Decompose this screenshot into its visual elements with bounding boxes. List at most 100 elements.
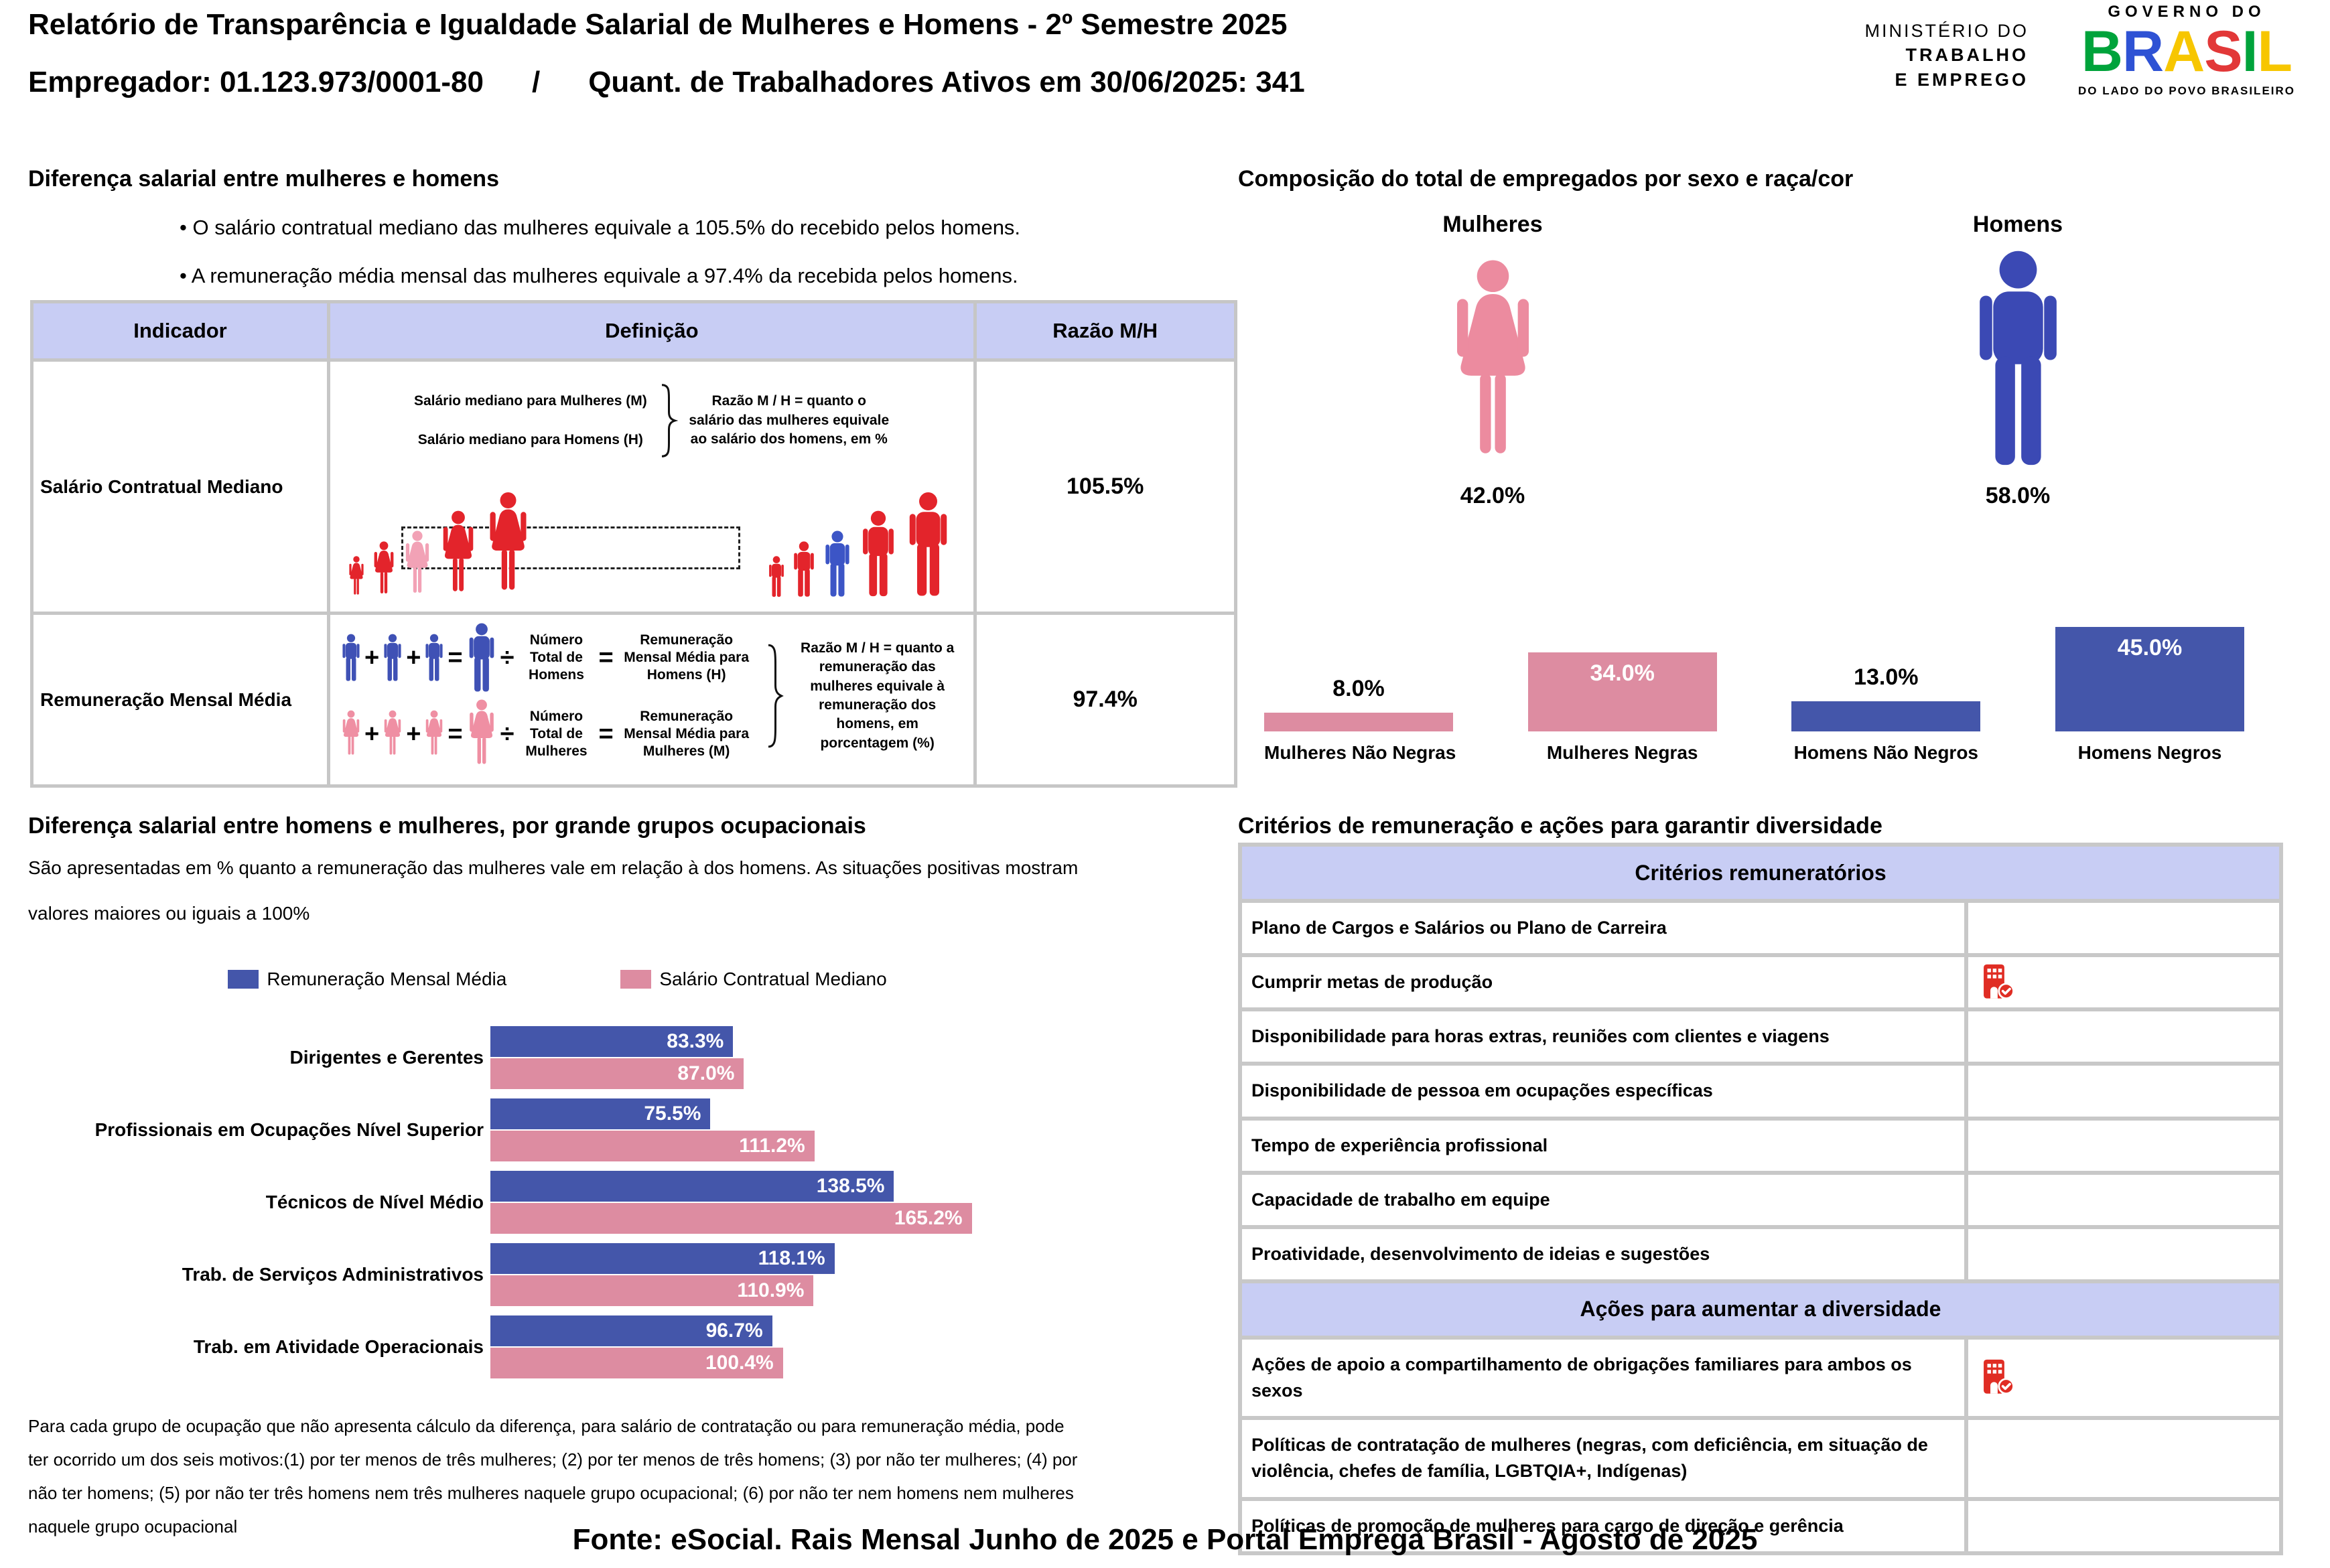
- median-ratio-note: Razão M / H = quanto o salário das mulhe…: [689, 393, 890, 447]
- person-female-icon: [370, 541, 397, 597]
- occupational-bar-value: 118.1%: [758, 1247, 825, 1269]
- criteria-empty-cell: [1964, 1224, 2283, 1283]
- composition-category-label: Mulheres Negras: [1546, 742, 1698, 763]
- composition-category-label: Homens Não Negros: [1793, 742, 1979, 763]
- salary-diff-bullets: O salário contratual mediano das mulhere…: [180, 216, 1117, 312]
- table-row-remuneracao-media: Remuneração Mensal Média + + = ÷: [30, 612, 1237, 788]
- occupational-bar-group: Técnicos de Nível Médio 138.5% 165.2%: [28, 1171, 1113, 1234]
- legend-label: Salário Contratual Mediano: [659, 969, 887, 989]
- women-count-label: Número Total de Mulheres: [525, 708, 588, 760]
- criteria-row: Políticas de contratação de mulheres (ne…: [1238, 1416, 2283, 1501]
- occupational-bar-group: Trab. de Serviços Administrativos 118.1% 1…: [28, 1243, 1113, 1306]
- women-result-label: Remuneração Mensal Média para Mulheres (…: [624, 708, 750, 760]
- criteria-label: Ações de apoio a compartilhamento de obr…: [1238, 1335, 1968, 1421]
- median-dashed-box: [401, 526, 740, 569]
- definition-diagram-mean: + + = ÷ Número Total de Homens = Remuner…: [327, 612, 977, 788]
- occupational-category-label: Trab. de Serviços Administrativos: [182, 1264, 484, 1285]
- salary-table-header-row: Indicador Definição Razão M/H: [30, 300, 1237, 362]
- occupational-bar: 110.9%: [490, 1275, 814, 1306]
- men-count-label: Número Total de Homens: [529, 632, 584, 683]
- divide-operator: ÷: [500, 643, 515, 672]
- occupational-category-label: Trab. em Atividade Operacionais: [193, 1336, 484, 1357]
- column-header-definicao: Definição: [327, 300, 977, 362]
- indicator-label: Salário Contratual Mediano: [30, 358, 330, 615]
- criteria-empty-cell: [1964, 1496, 2283, 1555]
- composition-bar-group: 45.0% Homens Negros: [2055, 614, 2244, 764]
- occupational-bar: 111.2%: [490, 1131, 815, 1161]
- composition-bar-group: 13.0% Homens Não Negros: [1791, 614, 1981, 764]
- criteria-section-header: Critérios remuneratórios: [1238, 843, 2283, 903]
- men-result-label: Remuneração Mensal Média para Homens (H): [624, 632, 750, 683]
- female-label: Mulheres: [1442, 212, 1543, 237]
- salary-indicators-table: Indicador Definição Razão M/H Salário Co…: [30, 300, 1237, 788]
- ratio-value-mean: 97.4%: [973, 612, 1237, 788]
- bullet-median-salary: O salário contratual mediano das mulhere…: [180, 216, 1117, 240]
- divide-operator: ÷: [500, 719, 515, 748]
- occupational-subtitle: São apresentadas em % quanto a remuneraç…: [28, 857, 1079, 924]
- mean-formula-men: + + = ÷ Número Total de Homens = Remuner…: [340, 623, 758, 693]
- criteria-section-title: Critérios de remuneração e ações para ga…: [1238, 813, 1882, 839]
- occupational-bar: 83.3%: [490, 1026, 734, 1057]
- page-title: Relatório de Transparência e Igualdade S…: [28, 8, 1288, 41]
- male-pictogram-block: Homens 58.0%: [1937, 212, 2098, 509]
- ministry-logo-line2: TRABALHO: [1905, 45, 2029, 66]
- composition-bar-value: 8.0%: [1332, 676, 1385, 702]
- plus-operator: +: [364, 643, 380, 672]
- criteria-label: Plano de Cargos e Salários ou Plano de C…: [1238, 898, 1968, 958]
- occupational-bar: 75.5%: [490, 1098, 711, 1129]
- criteria-empty-cell: [1964, 1416, 2283, 1501]
- plus-operator: +: [406, 719, 421, 748]
- ministry-logo-line3: E EMPREGO: [1895, 69, 2029, 90]
- female-percentage: 42.0%: [1460, 483, 1525, 508]
- person-female-icon: [437, 510, 479, 597]
- person-male-icon: [791, 541, 817, 597]
- legend-item-salario-mediano: Salário Contratual Mediano: [620, 969, 887, 990]
- employer-id: Empregador: 01.123.973/0001-80: [28, 66, 484, 98]
- table-row-salario-mediano: Salário Contratual Mediano Salário media…: [30, 358, 1237, 615]
- criteria-row: Tempo de experiência profissional: [1238, 1116, 2283, 1175]
- person-male-icon: [858, 510, 899, 597]
- person-male-highlight-icon: [821, 530, 853, 597]
- criteria-label: Disponibilidade para horas extras, reuni…: [1238, 1007, 1968, 1066]
- plus-operator: +: [406, 643, 421, 672]
- equals-operator: =: [448, 719, 463, 748]
- criteria-label: Tempo de experiência profissional: [1238, 1116, 1968, 1175]
- composition-category-label: Homens Negros: [2077, 742, 2222, 763]
- criteria-row: Políticas de promoção de mulheres para c…: [1238, 1496, 2283, 1555]
- occupational-footnote: Para cada grupo de ocupação que não apre…: [28, 1416, 1078, 1537]
- occupational-category-label: Técnicos de Nível Médio: [265, 1192, 484, 1212]
- male-label: Homens: [1972, 212, 2063, 237]
- bullet-mean-remuneration: A remuneração média mensal das mulheres …: [180, 264, 1117, 288]
- composition-pictograms: Mulheres 42.0% Homens 58.0%: [1238, 212, 2279, 533]
- criteria-section-header-row: Critérios remuneratórios: [1238, 843, 2283, 903]
- criteria-row: Disponibilidade de pessoa em ocupações e…: [1238, 1062, 2283, 1121]
- occupational-bar: 96.7%: [490, 1315, 772, 1346]
- equals-operator: =: [598, 643, 614, 672]
- occupational-bar-value: 75.5%: [644, 1102, 701, 1125]
- ministry-logo-line1: MINISTÉRIO DO: [1864, 21, 2029, 41]
- employer-line: Empregador: 01.123.973/0001-80 / Quant. de…: [28, 66, 1305, 99]
- occupational-bar-value: 87.0%: [677, 1062, 735, 1084]
- brace-icon: [658, 374, 678, 468]
- person-female-highlight-icon: [401, 530, 433, 597]
- brace-icon: [764, 626, 784, 766]
- company-check-icon: [1978, 963, 2279, 1002]
- criteria-label: Políticas de promoção de mulheres para c…: [1238, 1496, 1968, 1555]
- composition-bar: [1264, 713, 1453, 731]
- occupational-bar-chart: Dirigentes e Gerentes 83.3% 87.0% Profissio…: [28, 1026, 1113, 1388]
- person-male-icon: [381, 634, 404, 682]
- occupational-bar: 100.4%: [490, 1348, 783, 1378]
- woman-pictogram-icon: [1412, 247, 1573, 468]
- population-pictogram: [340, 478, 964, 597]
- criteria-label: Capacidade de trabalho em equipe: [1238, 1170, 1968, 1229]
- composition-bar: 34.0%: [1527, 652, 1717, 731]
- occupational-bar: 165.2%: [490, 1203, 972, 1234]
- person-female-icon: [381, 710, 404, 758]
- occupational-bar-value: 100.4%: [705, 1352, 774, 1374]
- male-percentage: 58.0%: [1985, 483, 2051, 508]
- criteria-table: Critérios remuneratórios Plano de Cargos …: [1238, 843, 2283, 1555]
- gov-logo-tagline: DO LADO DO POVO BRASILEIRO: [2077, 84, 2296, 98]
- person-female-icon: [340, 710, 362, 758]
- active-workers-count: Quant. de Trabalhadores Ativos em 30/06/…: [588, 66, 1305, 98]
- gov-logo-top-text: GOVERNO DO: [2108, 3, 2266, 21]
